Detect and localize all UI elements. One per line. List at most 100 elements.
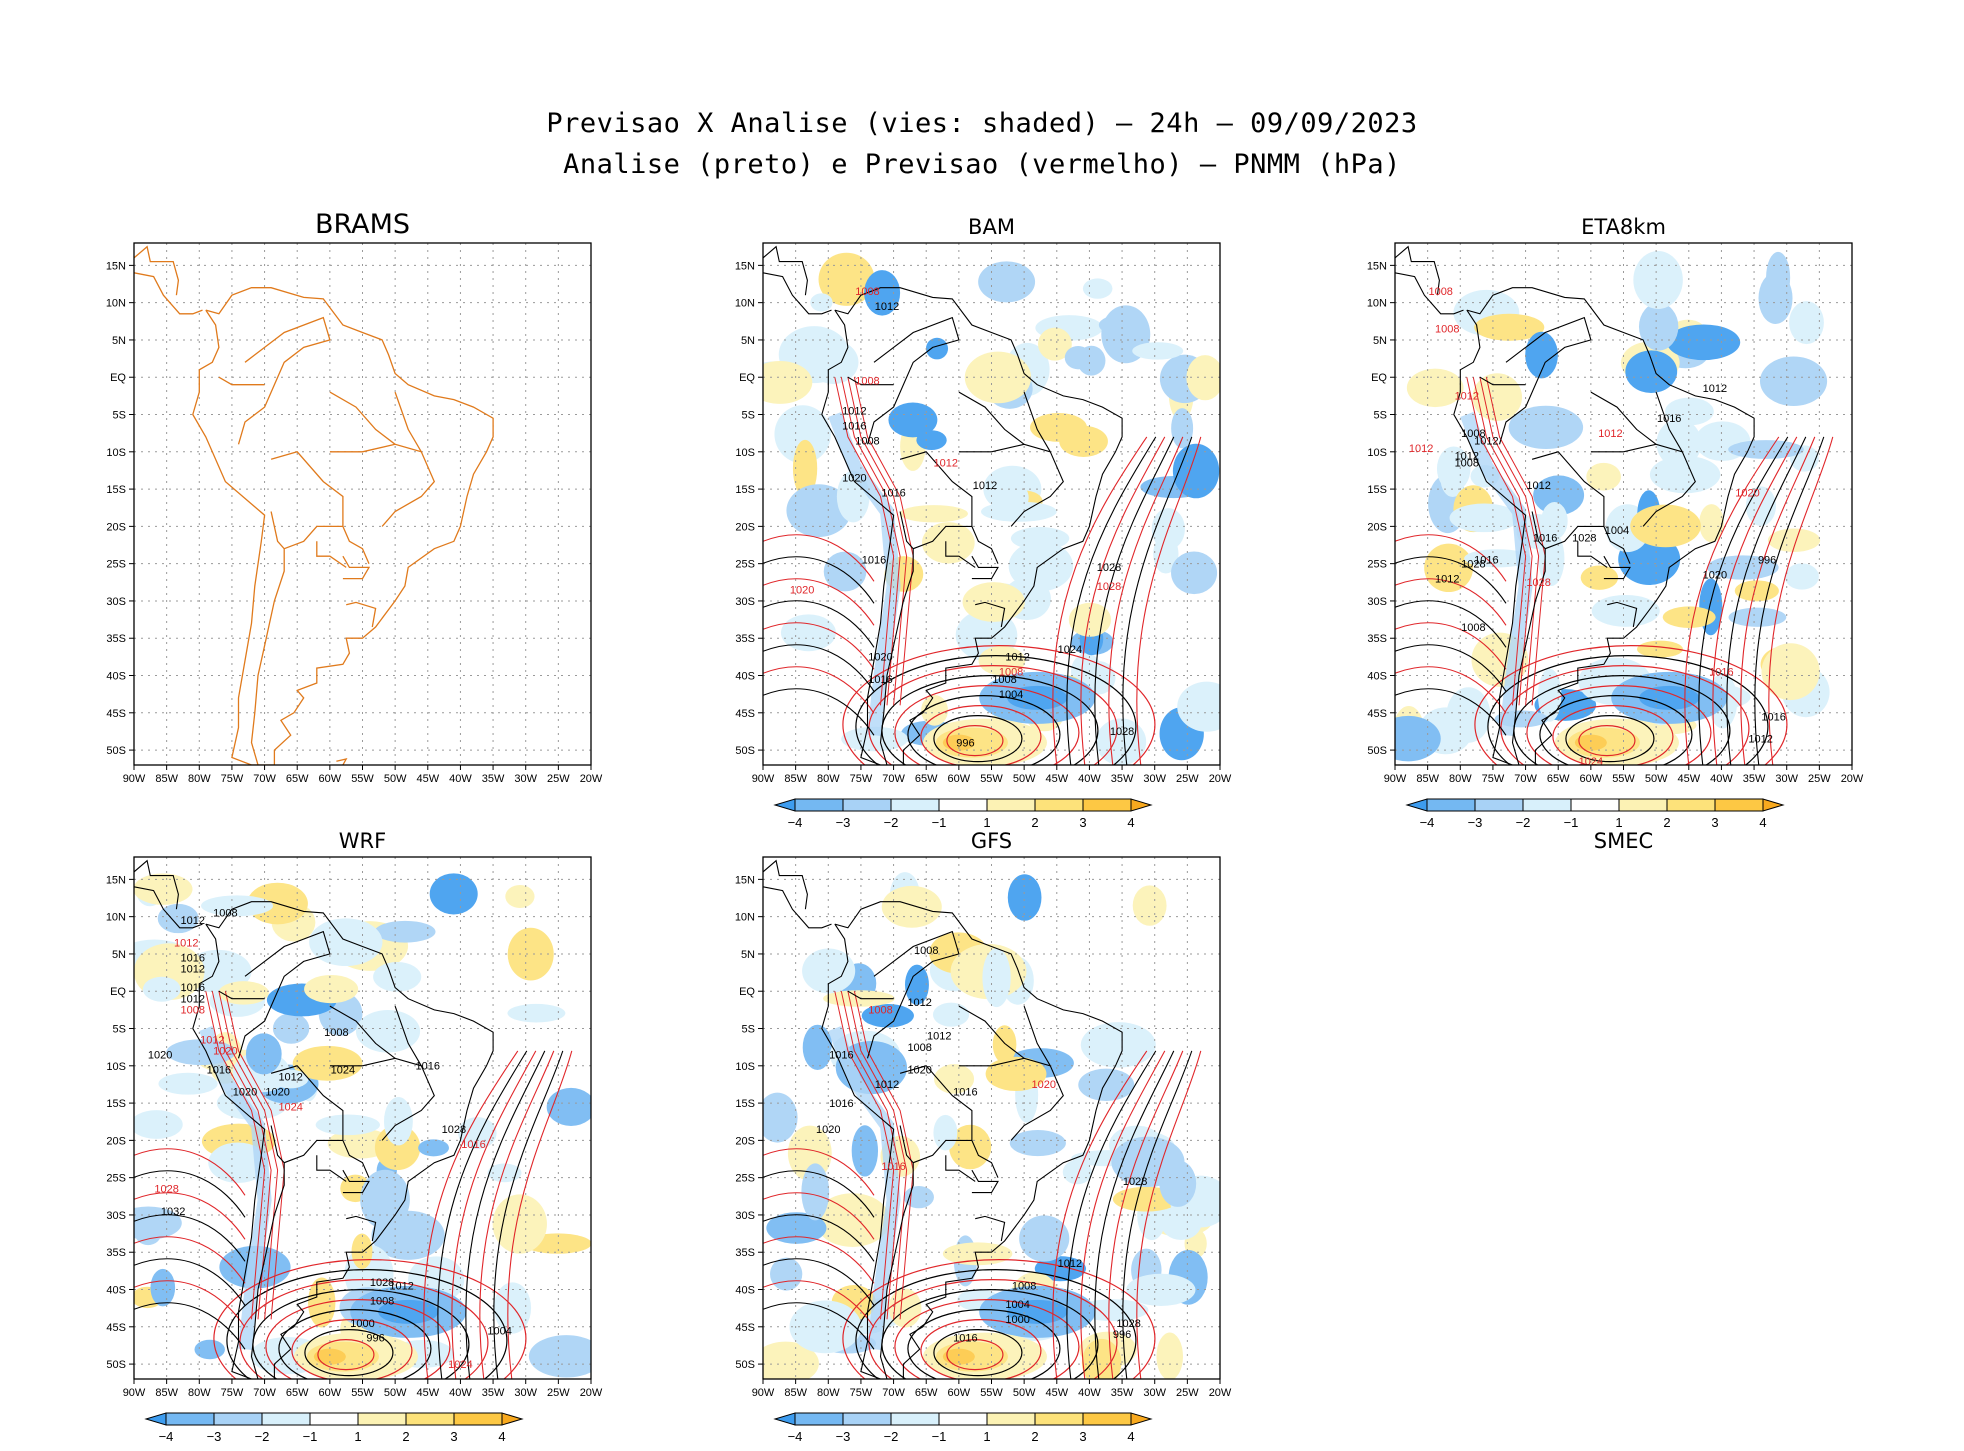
lat-tick-label: 50S: [106, 745, 126, 757]
contour-label: 1024: [448, 1359, 472, 1371]
contour-label: 1012: [973, 480, 997, 492]
map-panel-eta8km: 1008101210121008101210161008101210121008…: [1367, 242, 1864, 785]
lon-tick-label: 65W: [1547, 773, 1570, 785]
colorbar-tick-label: −1: [932, 815, 947, 830]
contour-label: 1008: [181, 1005, 205, 1017]
contour-label: 1016: [953, 1333, 977, 1345]
lon-tick-label: 55W: [980, 1387, 1003, 1399]
lon-tick-label: 60W: [1580, 773, 1603, 785]
lat-tick-label: 45S: [106, 708, 126, 720]
contour-label: 1012: [875, 301, 899, 313]
lon-tick-label: 45W: [416, 773, 439, 785]
contour-label: 1004: [1605, 525, 1629, 537]
lat-tick-label: EQ: [110, 372, 126, 384]
lat-tick-label: 35S: [1367, 633, 1387, 645]
lat-tick-label: 15S: [735, 1098, 755, 1110]
colorbar-tick-label: 4: [1127, 1429, 1134, 1444]
contour-label: 1008: [1461, 622, 1485, 634]
lat-tick-label: 5S: [742, 410, 755, 422]
colorbar-eta8km: −4 −3 −2 −1 1 2 3 4: [1405, 798, 1785, 830]
lat-tick-label: 5S: [113, 1024, 126, 1036]
contour-label: 1008: [914, 945, 938, 957]
coastline: [1395, 245, 1755, 765]
contour-label: 1012: [181, 993, 205, 1005]
contour-label: 1012: [1455, 450, 1479, 462]
colorbar-tick-label: −1: [1564, 815, 1579, 830]
contour-label: 1016: [416, 1061, 440, 1073]
contour-label: 1016: [1474, 555, 1498, 567]
lat-tick-label: EQ: [1371, 372, 1387, 384]
contour-label: 1020: [233, 1087, 257, 1099]
lon-tick-label: 70W: [882, 1387, 905, 1399]
contour-label: 1012: [1435, 573, 1459, 585]
lat-tick-label: EQ: [739, 372, 755, 384]
lat-tick-label: 40S: [735, 1285, 755, 1297]
lon-tick-label: 65W: [286, 1387, 309, 1399]
lat-tick-label: 45S: [106, 1322, 126, 1334]
lon-tick-label: 90W: [123, 1387, 146, 1399]
lat-tick-label: 15S: [106, 1098, 126, 1110]
contour-label: 1028: [1572, 532, 1596, 544]
contour-label: 1020: [868, 652, 892, 664]
contour-label: 1016: [829, 1098, 853, 1110]
colorbar-gfs: −4 −3 −2 −1 1 2 3 4: [773, 1412, 1153, 1444]
lat-tick-label: 30S: [735, 1210, 755, 1222]
lat-tick-label: 10N: [735, 298, 755, 310]
lat-tick-label: 5N: [741, 949, 755, 961]
colorbar-tick-label: 4: [1759, 815, 1766, 830]
contour-label: 1016: [862, 555, 886, 567]
lon-tick-label: 55W: [351, 1387, 374, 1399]
lat-tick-label: 15S: [735, 484, 755, 496]
lat-tick-label: 45S: [735, 708, 755, 720]
contour-label: 1012: [1409, 443, 1433, 455]
lon-tick-label: 30W: [514, 1387, 537, 1399]
lat-tick-label: 20S: [1367, 521, 1387, 533]
contour-label: 1004: [1005, 1299, 1029, 1311]
contour-label: 1016: [1761, 711, 1785, 723]
contour-label: 1004: [999, 689, 1023, 701]
lon-tick-label: 50W: [1013, 773, 1036, 785]
lon-tick-label: 35W: [1743, 773, 1766, 785]
lat-tick-label: 45S: [735, 1322, 755, 1334]
lon-tick-label: 45W: [1045, 1387, 1068, 1399]
contour-label: 1012: [1526, 480, 1550, 492]
contour-label: 1028: [370, 1277, 394, 1289]
panel-title-bam: BAM: [968, 215, 1015, 239]
contour-label: 1012: [1703, 383, 1727, 395]
lon-tick-label: 20W: [1209, 1387, 1232, 1399]
lat-tick-label: 10S: [735, 1061, 755, 1073]
lon-tick-label: 45W: [1677, 773, 1700, 785]
isobar-contours: [763, 991, 1202, 1379]
lat-tick-label: 30S: [1367, 596, 1387, 608]
contour-label: 996: [956, 737, 974, 749]
lat-tick-label: 15N: [735, 260, 755, 272]
contour-label: 1008: [868, 1005, 892, 1017]
contour-label: 1008: [1012, 1281, 1036, 1293]
lat-tick-label: 15N: [1367, 260, 1387, 272]
contour-label: 1004: [487, 1325, 511, 1337]
lon-tick-label: 75W: [850, 773, 873, 785]
contour-label: 1016: [868, 674, 892, 686]
lat-tick-label: 20S: [735, 521, 755, 533]
lon-tick-label: 60W: [948, 773, 971, 785]
isobar-contours: [1395, 377, 1834, 765]
lon-tick-label: 50W: [384, 1387, 407, 1399]
lon-tick-label: 50W: [1013, 1387, 1036, 1399]
lat-tick-label: 10S: [106, 1061, 126, 1073]
lon-tick-label: 70W: [253, 773, 276, 785]
lon-tick-label: 60W: [319, 1387, 342, 1399]
contour-label: 1020: [842, 473, 866, 485]
lat-tick-label: 35S: [735, 1247, 755, 1259]
colorbar-tick-label: 2: [402, 1429, 409, 1444]
lat-tick-label: 10N: [735, 912, 755, 924]
isobar-contours: [134, 991, 573, 1379]
lat-tick-label: 10S: [106, 447, 126, 459]
lon-tick-label: 30W: [1143, 1387, 1166, 1399]
colorbar-tick-label: 3: [1711, 815, 1718, 830]
contour-label: 996: [366, 1333, 384, 1345]
contour-label: 1016: [953, 1087, 977, 1099]
lon-tick-label: 65W: [915, 1387, 938, 1399]
lon-tick-label: 30W: [514, 773, 537, 785]
lon-tick-label: 55W: [980, 773, 1003, 785]
map-panel-bam: 1008 1012 1008 1012 1016 1008 1020 1016 1012 1012…: [735, 242, 1232, 785]
